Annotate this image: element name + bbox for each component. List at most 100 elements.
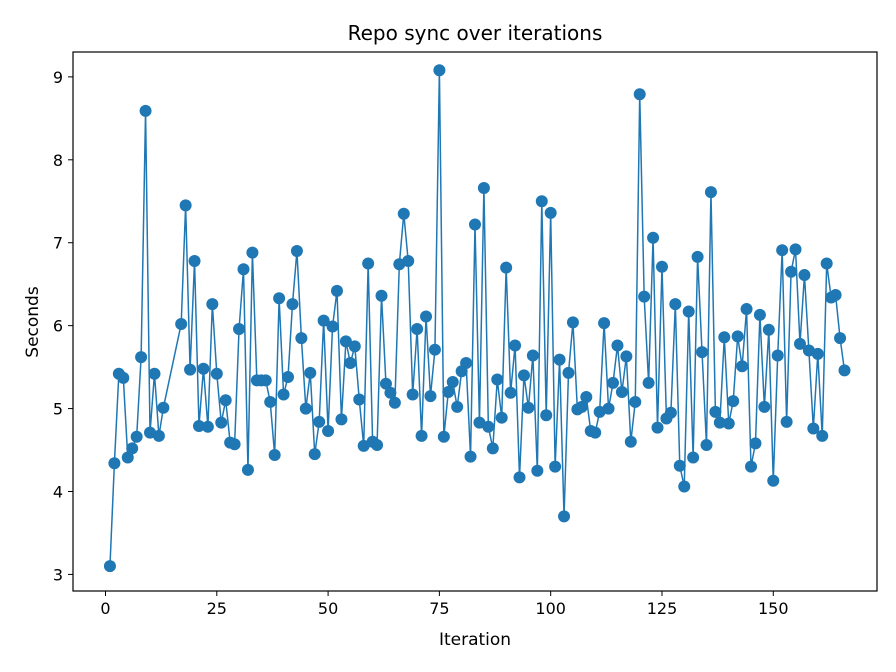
data-point: [669, 298, 682, 311]
data-point: [317, 314, 330, 327]
data-point: [420, 310, 433, 323]
data-point: [673, 459, 686, 472]
x-axis-label: Iteration: [439, 630, 511, 650]
data-point: [424, 390, 437, 403]
data-point: [820, 257, 833, 270]
data-point: [233, 322, 246, 335]
data-point: [348, 340, 361, 353]
data-point: [188, 254, 201, 267]
data-point: [406, 388, 419, 401]
x-tick-label: 50: [318, 599, 338, 618]
x-tick-label: 75: [429, 599, 449, 618]
data-point: [620, 350, 633, 363]
data-point: [482, 420, 495, 433]
data-point: [259, 374, 272, 387]
data-point: [469, 218, 481, 231]
data-point: [753, 308, 766, 321]
data-point: [330, 284, 343, 297]
data-point: [655, 260, 668, 273]
data-point: [598, 317, 611, 330]
data-point: [767, 474, 780, 487]
data-point: [246, 246, 259, 259]
data-point: [709, 405, 722, 418]
data-point: [175, 317, 188, 330]
data-point: [411, 322, 424, 335]
data-point: [304, 366, 317, 379]
data-point: [308, 448, 321, 461]
data-point: [500, 261, 513, 274]
data-point: [495, 411, 508, 424]
data-point: [776, 244, 789, 257]
data-point: [491, 373, 504, 386]
data-point: [152, 429, 165, 442]
data-point: [642, 376, 655, 389]
data-point: [477, 181, 490, 194]
data-point: [713, 416, 726, 429]
data-point: [749, 437, 762, 450]
data-point: [428, 343, 441, 356]
data-point: [638, 290, 651, 303]
data-point: [816, 429, 829, 442]
data-point: [362, 257, 375, 270]
data-point: [615, 385, 628, 398]
y-axis-ticks: 3 4 5 6 7 8 9: [53, 68, 73, 584]
data-point: [357, 439, 370, 452]
data-point: [727, 395, 740, 408]
y-tick-label: 5: [53, 400, 63, 419]
data-point: [700, 439, 713, 452]
data-point: [353, 393, 366, 406]
data-point: [219, 394, 232, 407]
data-point: [718, 331, 731, 344]
data-point: [135, 351, 148, 364]
data-point: [108, 457, 121, 470]
plot-area: [103, 64, 851, 573]
data-point: [829, 288, 842, 301]
data-point: [522, 401, 535, 414]
data-point: [704, 186, 717, 199]
data-point: [184, 363, 197, 376]
data-point: [415, 429, 428, 442]
x-tick-label: 100: [535, 599, 566, 618]
axes-frame: [72, 51, 878, 592]
data-point: [745, 460, 758, 473]
data-point: [798, 269, 811, 282]
data-point: [130, 430, 143, 443]
data-point: [771, 349, 784, 362]
data-point: [388, 396, 401, 409]
data-point: [197, 362, 210, 375]
data-point: [290, 245, 303, 258]
data-point: [736, 360, 749, 373]
data-point: [580, 390, 593, 403]
data-point: [451, 400, 464, 413]
data-point: [647, 231, 660, 244]
data-point: [210, 367, 223, 380]
data-point: [731, 330, 744, 343]
chart-title: Repo sync over iterations: [348, 21, 603, 45]
data-point: [103, 560, 116, 573]
data-point: [179, 199, 192, 212]
data-point: [513, 471, 526, 484]
data-point: [371, 439, 384, 452]
data-point: [379, 377, 392, 390]
data-point: [696, 346, 709, 359]
y-tick-label: 3: [53, 565, 63, 584]
data-point: [121, 451, 134, 464]
data-point: [691, 250, 704, 263]
y-tick-label: 6: [53, 317, 63, 336]
data-point: [192, 419, 205, 432]
data-point: [215, 416, 228, 429]
data-point: [228, 438, 241, 451]
data-point: [313, 415, 326, 428]
data-point: [299, 402, 312, 415]
data-point: [442, 385, 455, 398]
data-point: [344, 356, 357, 369]
data-point: [201, 420, 214, 433]
data-point: [241, 463, 254, 476]
data-point: [607, 376, 620, 389]
data-point: [682, 305, 695, 318]
data-point: [602, 402, 615, 415]
data-point: [397, 207, 410, 220]
y-tick-label: 4: [53, 482, 63, 501]
data-point: [326, 320, 339, 333]
x-tick-label: 0: [100, 599, 110, 618]
